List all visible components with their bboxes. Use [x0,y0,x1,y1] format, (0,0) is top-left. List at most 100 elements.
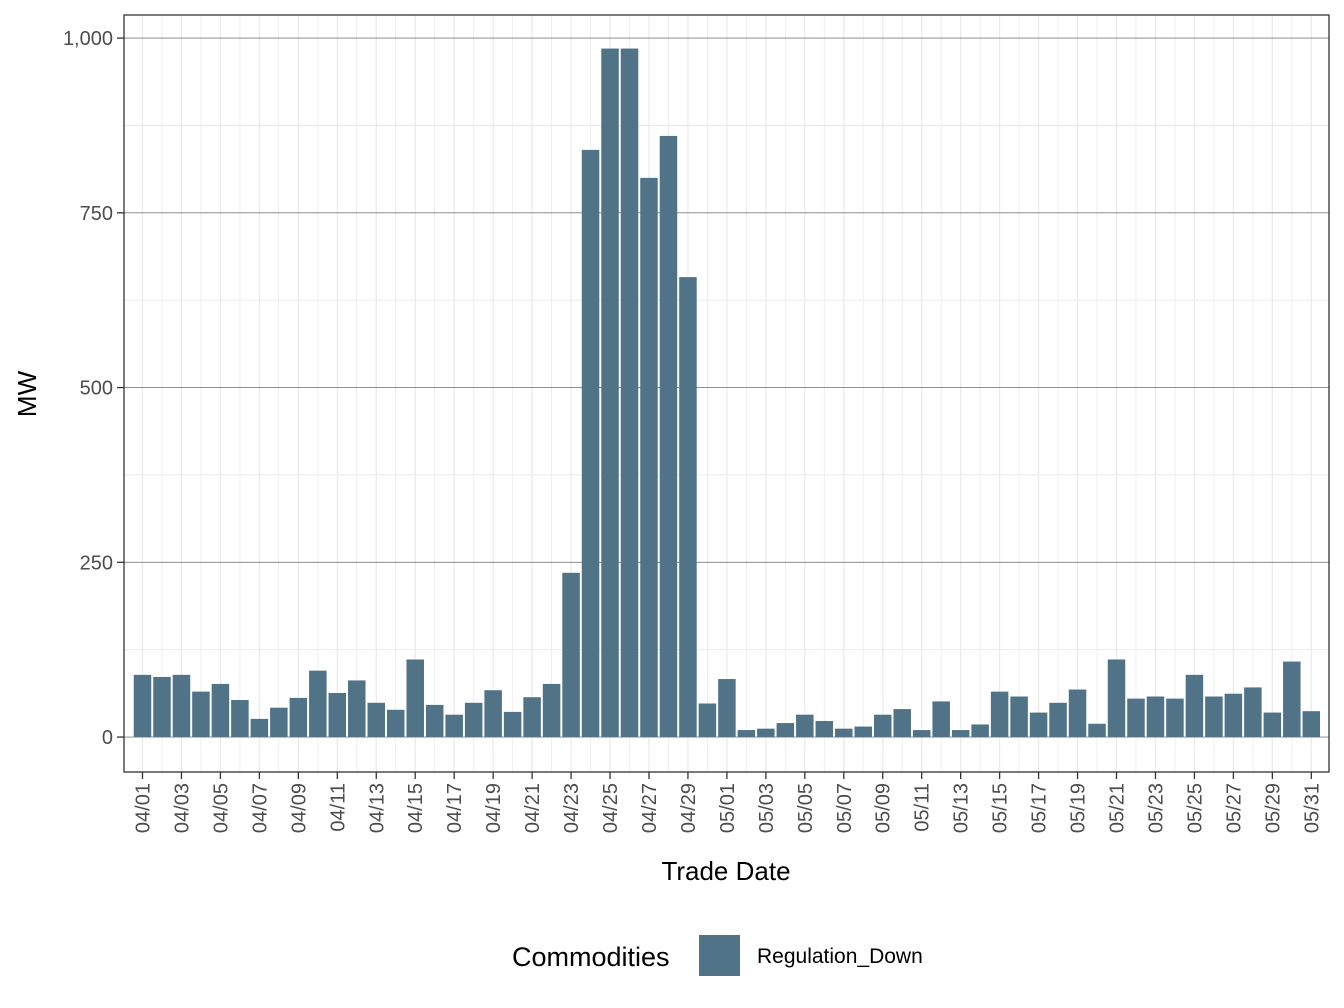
x-axis-title: Trade Date [661,856,790,886]
bar-05-18 [1049,702,1067,738]
x-tick-label: 04/11 [327,783,349,832]
x-tick-label: 04/17 [444,783,466,833]
bar-04-23 [562,572,580,738]
bar-05-21 [1107,659,1126,738]
bar-05-30 [1283,661,1301,738]
x-tick-label: 04/03 [171,783,193,833]
x-tick-label: 05/07 [834,783,856,833]
x-tick-label: 05/05 [795,783,817,833]
x-tick-label: 04/15 [405,783,427,833]
x-tick-label: 05/17 [1029,783,1051,833]
bar-05-16 [1010,696,1028,738]
bar-04-26 [620,48,639,738]
bar-05-05 [796,714,814,738]
x-tick-label: 04/01 [133,783,155,833]
bar-04-21 [523,697,541,738]
bar-04-24 [581,149,600,738]
bar-04-29 [679,277,697,738]
y-tick-label: 500 [80,378,113,400]
x-tick-label: 04/09 [288,783,310,833]
bar-05-25 [1185,674,1204,738]
x-tick-label: 05/09 [873,783,895,833]
x-tick-label: 05/31 [1301,783,1323,833]
bar-04-16 [425,704,444,738]
bar-04-02 [153,676,171,738]
bar-05-11 [912,730,931,738]
bar-05-01 [718,679,736,738]
bar-04-10 [309,670,327,738]
bar-04-11 [328,693,347,738]
bar-05-07 [835,728,853,738]
bars-group [133,48,1321,738]
bar-04-27 [640,177,658,738]
x-tick-label: 04/21 [522,783,544,833]
y-axis-title: MW [12,370,42,417]
bar-05-13 [951,730,970,738]
legend-title: Commodities [512,942,670,972]
bar-04-28 [659,135,678,738]
bar-05-14 [971,724,989,738]
bar-04-22 [542,683,561,738]
y-tick-label: 1,000 [63,28,113,50]
bar-04-05 [211,683,230,738]
bar-05-15 [990,691,1009,738]
minor-gridlines [124,15,1329,772]
x-tick-label: 05/11 [912,783,934,832]
bar-05-09 [873,714,892,738]
x-tick-label: 04/25 [600,783,622,833]
bar-05-29 [1263,712,1282,738]
bar-04-08 [270,707,288,738]
bar-05-20 [1088,723,1106,738]
x-tick-label: 05/21 [1107,783,1129,833]
x-axis: 04/01 04/03 04/05 04/07 04/09 04/11 04/13 04/15… [133,772,1323,833]
bar-05-02 [737,730,756,738]
x-tick-label: 04/13 [366,783,388,833]
bar-04-13 [367,702,386,738]
bar-05-19 [1068,689,1087,738]
x-tick-label: 05/19 [1068,783,1090,833]
bar-05-23 [1146,696,1165,738]
bar-05-10 [893,709,911,738]
x-tick-label: 05/29 [1262,783,1284,833]
legend: Commodities Regulation_Down [512,935,923,976]
y-axis: 0 250 500 750 1,000 [63,28,124,749]
x-tick-label: 05/27 [1223,783,1245,833]
x-tick-label: 05/23 [1145,783,1167,833]
bar-04-12 [348,680,366,738]
x-tick-label: 04/19 [483,783,505,833]
bar-05-03 [757,728,775,738]
bar-05-28 [1244,687,1262,738]
bar-05-27 [1224,693,1243,738]
x-tick-label: 04/27 [639,783,661,833]
x-tick-label: 04/05 [210,783,232,833]
bar-05-06 [815,720,834,738]
bar-04-07 [250,718,269,738]
bar-04-01 [133,674,152,738]
bar-04-09 [289,697,308,738]
bar-05-08 [854,726,873,738]
bar-04-18 [464,702,483,738]
bar-05-22 [1127,698,1145,738]
legend-key-regulation-down [699,935,740,976]
x-tick-label: 05/25 [1184,783,1206,833]
bar-04-15 [406,659,424,738]
bar-04-25 [601,48,619,738]
bar-05-31 [1302,711,1321,738]
bar-05-26 [1205,696,1223,738]
x-tick-label: 05/03 [756,783,778,833]
x-tick-label: 05/13 [951,783,973,833]
x-tick-label: 04/29 [678,783,700,833]
bar-04-06 [231,700,249,738]
bar-04-04 [192,691,210,738]
bar-04-20 [503,711,522,738]
y-tick-label: 250 [80,552,113,574]
bar-05-24 [1166,698,1184,738]
bar-04-14 [386,709,405,738]
bar-05-12 [932,701,950,738]
x-tick-label: 04/07 [249,783,271,833]
x-tick-label: 05/15 [990,783,1012,833]
y-tick-label: 750 [80,203,113,225]
y-tick-label: 0 [102,727,113,749]
bar-04-03 [172,674,191,738]
